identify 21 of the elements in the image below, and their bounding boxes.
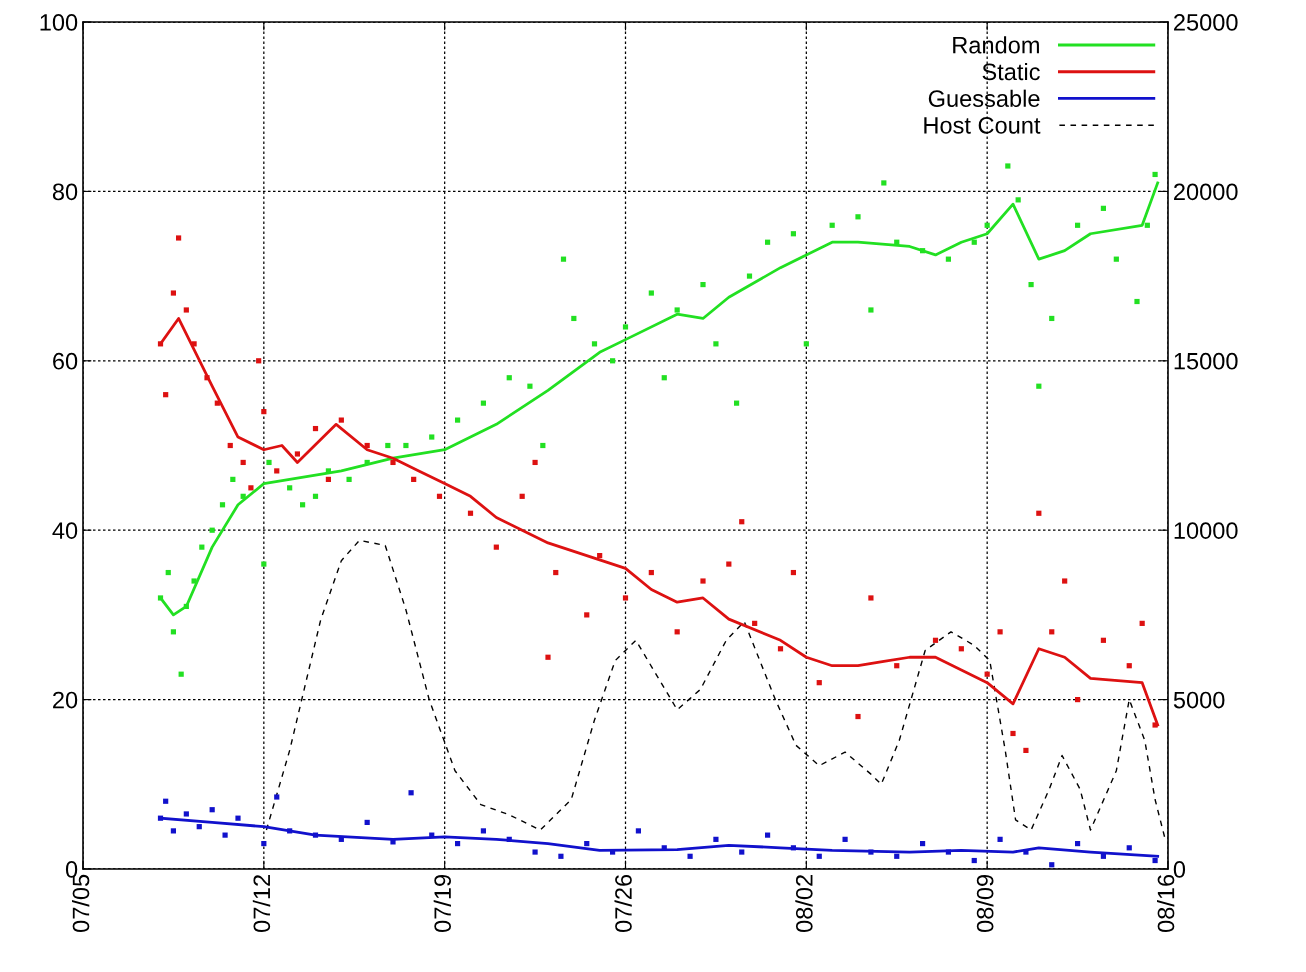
legend-label: Random: [953, 36, 1039, 54]
legend-label: Static: [982, 62, 1040, 81]
x-tick-label: 07/26: [614, 874, 632, 933]
x-tick-label: 07/12: [252, 875, 271, 933]
legend-label: Guessable: [928, 89, 1040, 107]
x-tick-label: 08/09: [976, 874, 994, 933]
y-tick-label: 100: [40, 14, 78, 31]
y2-tick-label: 20000: [1174, 183, 1238, 201]
y2-tick-label: 5000: [1173, 691, 1225, 709]
y2-tick-label: 0: [1173, 861, 1186, 878]
y-tick-label: 40: [52, 522, 78, 539]
y2-tick-label: 15000: [1174, 352, 1238, 370]
y2-tick-label: 25000: [1174, 14, 1238, 31]
y-tick-label: 60: [53, 352, 78, 370]
x-tick-label: 08/16: [1156, 874, 1175, 933]
y-tick-label: 80: [52, 183, 78, 201]
legend-label: Host Count: [924, 116, 1041, 134]
y2-tick-label: 10000: [1174, 522, 1238, 539]
x-tick-label: 07/19: [433, 874, 451, 933]
x-tick-label: 08/02: [795, 875, 813, 933]
y-tick-label: 20: [53, 691, 78, 709]
